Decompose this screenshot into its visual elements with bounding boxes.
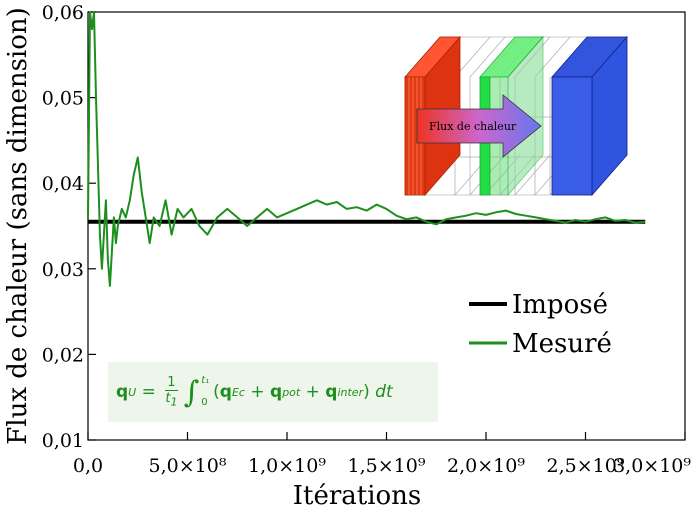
formula-plus1: + <box>244 382 271 402</box>
formula-eq: = <box>136 382 162 402</box>
y-tick-label: 0,01 <box>42 430 84 452</box>
integral-icon: ∫ <box>183 374 200 410</box>
formula-dt: dt <box>369 382 393 402</box>
x-axis-title: Itérations <box>293 481 422 511</box>
formula-fraction: 1 t1 <box>165 374 178 410</box>
x-tick-label: 1,5×10⁹ <box>348 455 426 477</box>
y-tick-label: 0,06 <box>42 2 84 24</box>
series-line-mesure <box>87 11 646 287</box>
y-tick-label: 0,04 <box>42 173 84 195</box>
formula-term2-sub: pot <box>282 385 301 399</box>
y-tick-label: 0,02 <box>42 344 84 366</box>
x-tick-label: 2,0×10⁹ <box>447 455 525 477</box>
y-tick-label: 0,05 <box>42 88 84 110</box>
formula-int-upper: t₁ <box>201 375 210 386</box>
x-tick-label: 2,5×10⁹ <box>547 455 625 477</box>
formula-lhs-sub: U <box>128 385 137 399</box>
y-axis-title: Flux de chaleur (sans dimension) <box>3 7 33 445</box>
formula-close: ) <box>363 382 370 402</box>
series-layer <box>87 11 646 287</box>
formula-term3: q <box>325 382 338 402</box>
formula-term1-sub: Ec <box>231 385 245 399</box>
formula-plus2: + <box>300 382 326 402</box>
formula-term2: q <box>270 382 283 402</box>
formula-term1: q <box>219 382 232 402</box>
formula-int-lower: 0 <box>201 397 208 408</box>
inset-label: Flux de chaleur <box>429 120 517 133</box>
legend: Imposé Mesuré <box>463 287 613 362</box>
formula-frac-den: t <box>165 390 171 406</box>
legend-label-mesure: Mesuré <box>512 329 612 359</box>
formula-frac-num: 1 <box>165 374 178 391</box>
formula-lhs: q <box>116 382 129 402</box>
x-tick-label: 3,0×10⁹ <box>613 455 691 477</box>
y-tick-label: 0,03 <box>42 259 84 281</box>
formula-frac-den-sub: 1 <box>170 395 178 409</box>
x-tick-label: 1,0×10⁹ <box>248 455 326 477</box>
inset-diagram: Flux de chaleur <box>395 27 635 199</box>
x-tick-label: 0,0 <box>73 455 103 477</box>
legend-label-impose: Imposé <box>512 290 608 320</box>
formula-limits: t₁ 0 <box>201 370 209 414</box>
x-tick-label: 5,0×10⁸ <box>149 455 227 477</box>
x-axis-ticks: 0,0 5,0×10⁸ 1,0×10⁹ 1,5×10⁹ 2,0×10⁹ 2,5×10⁹3,… <box>73 432 691 477</box>
formula-open: ( <box>213 382 220 402</box>
formula-term3-sub: inter <box>337 385 364 399</box>
y-axis-ticks: 0,01 0,02 0,03 0,04 0,05 0,06 <box>42 2 96 452</box>
